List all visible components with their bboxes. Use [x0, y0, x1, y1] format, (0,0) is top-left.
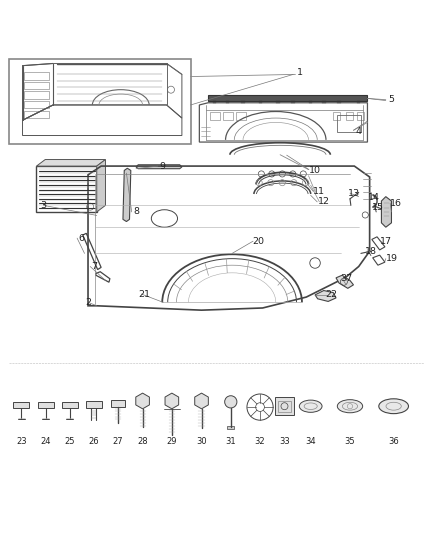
Bar — [24, 72, 49, 79]
Bar — [62, 402, 78, 408]
Bar — [213, 101, 216, 103]
Text: 6: 6 — [78, 233, 85, 243]
Bar — [322, 101, 325, 103]
Bar — [337, 116, 361, 132]
Bar — [24, 101, 49, 108]
Bar — [86, 400, 102, 408]
Polygon shape — [36, 159, 106, 166]
Polygon shape — [315, 290, 336, 302]
Text: 3: 3 — [40, 201, 46, 210]
Text: 10: 10 — [309, 166, 321, 175]
Text: 16: 16 — [390, 199, 402, 208]
Text: 1: 1 — [297, 68, 303, 77]
Ellipse shape — [299, 400, 322, 413]
Bar — [13, 402, 29, 408]
Text: 15: 15 — [372, 203, 385, 212]
Text: 29: 29 — [166, 437, 177, 446]
Text: 19: 19 — [385, 254, 397, 263]
Polygon shape — [123, 168, 131, 222]
Bar — [259, 101, 262, 103]
Text: 26: 26 — [88, 437, 99, 446]
Text: 12: 12 — [318, 197, 330, 206]
Text: 2: 2 — [85, 298, 91, 307]
Text: 27: 27 — [113, 437, 123, 446]
Text: 30: 30 — [196, 437, 207, 446]
Bar — [276, 101, 280, 103]
Text: 7: 7 — [92, 262, 98, 271]
Text: 8: 8 — [133, 207, 139, 216]
Bar — [24, 92, 49, 99]
Bar — [309, 101, 312, 103]
Text: 13: 13 — [348, 189, 360, 198]
Polygon shape — [381, 197, 392, 227]
Text: 31: 31 — [226, 437, 236, 446]
Text: 4: 4 — [356, 127, 362, 136]
Bar — [24, 82, 49, 89]
Text: 21: 21 — [139, 289, 151, 298]
Text: 14: 14 — [368, 193, 380, 203]
Text: 17: 17 — [380, 237, 392, 246]
Bar — [210, 112, 220, 120]
Circle shape — [225, 395, 237, 408]
Text: 25: 25 — [64, 437, 75, 446]
Text: 22: 22 — [325, 290, 338, 300]
Polygon shape — [336, 275, 353, 288]
Text: 11: 11 — [314, 187, 325, 196]
Bar — [38, 402, 53, 408]
Bar — [36, 166, 97, 212]
Bar — [346, 112, 353, 120]
Polygon shape — [97, 159, 106, 212]
Bar — [275, 398, 294, 415]
Ellipse shape — [337, 400, 363, 413]
Text: 33: 33 — [279, 437, 290, 446]
Text: 37: 37 — [340, 274, 353, 283]
Text: 36: 36 — [388, 437, 399, 446]
Bar — [111, 400, 125, 407]
Bar — [357, 112, 364, 120]
Text: 32: 32 — [255, 437, 265, 446]
Text: 9: 9 — [159, 161, 165, 171]
Bar — [10, 59, 191, 144]
Bar — [237, 112, 246, 120]
Text: 23: 23 — [16, 437, 27, 446]
Text: 18: 18 — [365, 247, 377, 256]
Bar — [226, 101, 230, 103]
Polygon shape — [136, 165, 182, 169]
Text: 5: 5 — [389, 95, 395, 104]
Bar — [223, 112, 233, 120]
Bar — [279, 400, 290, 412]
Bar — [357, 101, 360, 103]
Text: 34: 34 — [305, 437, 316, 446]
Text: 35: 35 — [345, 437, 355, 446]
Text: 24: 24 — [40, 437, 51, 446]
Bar — [332, 112, 340, 120]
Bar — [291, 101, 295, 103]
Bar — [337, 101, 341, 103]
Bar — [227, 426, 234, 429]
Text: 20: 20 — [252, 237, 264, 246]
Bar — [208, 95, 367, 101]
Ellipse shape — [379, 399, 409, 414]
Text: 28: 28 — [137, 437, 148, 446]
Bar — [241, 101, 245, 103]
Bar — [24, 111, 49, 118]
